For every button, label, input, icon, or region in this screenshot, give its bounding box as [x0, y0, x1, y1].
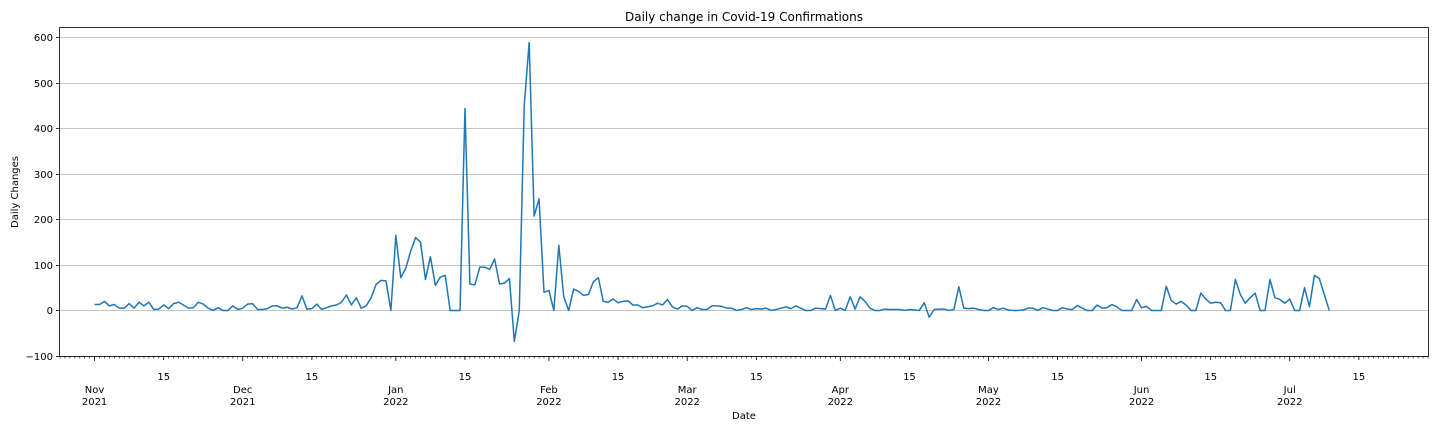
grid-lines	[60, 37, 1428, 357]
x-month-label: Mar	[678, 385, 698, 396]
x-mid-label: 15	[612, 372, 625, 383]
x-mid-label: 15	[1051, 372, 1064, 383]
y-tick-label: 100	[34, 261, 53, 272]
x-mid-label: 15	[1352, 372, 1365, 383]
series-line	[94, 41, 1330, 343]
y-tick-label: 500	[34, 79, 53, 90]
x-year-label: 2022	[674, 397, 699, 408]
x-axis-title: Date	[732, 411, 756, 422]
x-year-label: 2021	[82, 397, 107, 408]
x-month-label: Jul	[1283, 385, 1296, 396]
x-year-label: 2022	[976, 397, 1001, 408]
x-month-label: Nov	[85, 385, 105, 396]
x-mid-label: 15	[750, 372, 763, 383]
x-year-label: 2022	[1277, 397, 1302, 408]
y-tick-label: 400	[34, 124, 53, 135]
x-mid-label: 15	[903, 372, 916, 383]
x-mid-label: 15	[1204, 372, 1217, 383]
x-axis: Nov2021Dec2021Jan2022Feb2022Mar2022Apr20…	[59, 356, 1429, 408]
y-tick-label: −100	[26, 352, 53, 363]
plot-frame	[59, 27, 1429, 357]
x-month-label: May	[978, 385, 999, 396]
y-tick-label: 0	[47, 306, 53, 317]
y-axis: −100 0 100 200 300 400 500 600	[26, 33, 60, 363]
x-month-label: Jan	[387, 385, 403, 396]
chart-title: Daily change in Covid-19 Confirmations	[625, 10, 863, 24]
y-tick-label: 200	[34, 215, 53, 226]
x-year-label: 2022	[383, 397, 408, 408]
x-year-label: 2022	[1129, 397, 1154, 408]
series-layer	[94, 41, 1330, 343]
x-month-label: Jun	[1133, 385, 1150, 396]
y-tick-label: 300	[34, 170, 53, 181]
x-month-label: Apr	[832, 385, 850, 396]
x-mid-label: 15	[459, 372, 472, 383]
y-tick-label: 600	[34, 33, 53, 44]
y-axis-title: Daily Changes	[10, 156, 21, 228]
x-mid-label: 15	[306, 372, 319, 383]
x-mid-label: 15	[157, 372, 170, 383]
x-month-label: Feb	[540, 385, 558, 396]
x-year-label: 2022	[536, 397, 561, 408]
x-month-label: Dec	[233, 385, 252, 396]
x-year-label: 2022	[828, 397, 853, 408]
x-year-label: 2021	[230, 397, 255, 408]
